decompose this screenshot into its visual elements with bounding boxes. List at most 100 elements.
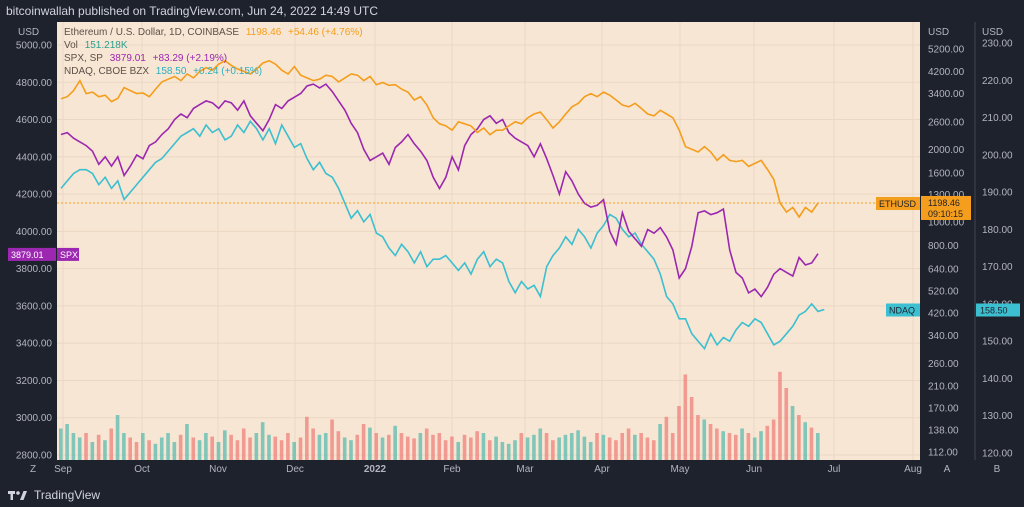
right-axis-1-tick: 340.00 [928, 331, 959, 342]
volume-bar [185, 424, 189, 460]
legend-spx[interactable]: SPX, SP 3879.01 +83.29 (+2.19%) [64, 53, 231, 64]
legend-eth[interactable]: Ethereum / U.S. Dollar, 1D, COINBASE 119… [64, 27, 367, 38]
volume-bar [645, 437, 650, 460]
volume-bar [670, 433, 675, 460]
legend-ndaq[interactable]: NDAQ, CBOE BZX 158.50 +0.24 (+0.15%) [64, 66, 266, 77]
spx-price-tag-bg [8, 247, 56, 261]
volume-bar [65, 424, 69, 460]
volume-bar [418, 433, 423, 460]
volume-bar [317, 434, 322, 460]
volume-bar [544, 433, 549, 460]
volume-bar [178, 434, 183, 460]
volume-bar [500, 442, 505, 460]
publish-header: bitcoinwallah published on TradingView.c… [6, 4, 379, 18]
right-axis-1-tick: 520.00 [928, 286, 959, 297]
right-axis-1-tick: 1300.00 [928, 190, 965, 201]
volume-bar [172, 442, 177, 460]
right-axis-2-tick: 190.00 [982, 188, 1013, 199]
volume-bar [790, 406, 795, 460]
volume-bar [191, 437, 196, 460]
volume-bar [664, 416, 669, 460]
volume-bar [746, 433, 751, 460]
left-axis-unit: USD [18, 27, 39, 38]
volume-bar [715, 428, 719, 460]
volume-bar [538, 428, 543, 460]
right-axis-2-tick: 230.00 [982, 39, 1013, 50]
right-axis-1-tick: 5200.00 [928, 45, 965, 56]
volume-bar [519, 433, 524, 460]
plot-area[interactable] [57, 22, 920, 460]
volume-bar [204, 433, 208, 460]
legend-eth-change: +54.46 (+4.76%) [288, 27, 363, 38]
volume-bar [481, 433, 486, 460]
volume-bar [683, 374, 688, 460]
volume-bar [626, 428, 631, 460]
footer[interactable]: TradingView [8, 488, 100, 502]
volume-bar [721, 431, 725, 460]
legend-spx-name: SPX, SP [64, 53, 103, 64]
spx-line[interactable] [60, 83, 819, 298]
x-axis-tick: May [671, 464, 690, 475]
volume-bar [330, 419, 334, 460]
right-axis-1-tick: 3400.00 [928, 89, 965, 100]
ndaq-line[interactable] [60, 119, 825, 351]
volume-bar [494, 436, 498, 460]
right-axis-2-panel[interactable] [975, 22, 1020, 460]
volume-bar [759, 431, 763, 460]
eth-price-tag-value: 1198.46 [928, 198, 960, 208]
legend-vol-value: 151.218K [84, 40, 128, 51]
legend-eth-name: Ethereum / U.S. Dollar, 1D, COINBASE [64, 27, 240, 38]
eth-line[interactable] [60, 59, 819, 219]
legend-vol[interactable]: Vol 151.218K [64, 40, 132, 51]
volume-bar [595, 433, 599, 460]
ndaq-name-tag: NDAQ [889, 306, 915, 316]
volume-bar [437, 433, 442, 460]
volume-bar [765, 425, 770, 460]
volume-bar [740, 428, 744, 460]
right-axis-1-panel[interactable] [921, 22, 975, 460]
volume-bar [349, 440, 353, 460]
volume-bar [412, 438, 416, 460]
left-axis-tick: 4800.00 [16, 78, 53, 89]
volume-bar [475, 431, 479, 460]
volume-bar [733, 434, 738, 460]
volume-bar [374, 433, 379, 460]
volume-bar [153, 443, 158, 460]
right-axis-2-tick: 130.00 [982, 411, 1013, 422]
auto-scale-button[interactable]: A [944, 464, 951, 475]
volume-bar [248, 437, 252, 460]
volume-bar [633, 434, 637, 460]
volume-bar [229, 434, 233, 460]
volume-bar [727, 433, 732, 460]
volume-bar [292, 442, 297, 460]
right-axis-2-tick: 150.00 [982, 337, 1013, 348]
legend-spx-change: +83.29 (+2.19%) [152, 53, 228, 64]
eth-countdown: 09:10:15 [928, 209, 963, 219]
tradingview-logo-icon [8, 491, 27, 500]
footer-brand: TradingView [34, 488, 101, 502]
log-scale-button[interactable]: B [994, 464, 1001, 475]
volume-bar [109, 428, 114, 460]
volume-bar [563, 434, 568, 460]
volume-bar [223, 430, 227, 460]
right-axis-1-tick: 2600.00 [928, 117, 965, 128]
volume-bar [450, 436, 454, 460]
x-axis-tick: Sep [54, 464, 72, 475]
volume-bar [71, 433, 76, 460]
volume-bar [361, 424, 366, 460]
volume-bar [59, 428, 63, 460]
volume-bar [336, 431, 341, 460]
volume-bar [147, 440, 151, 460]
zoom-button[interactable]: Z [30, 464, 36, 475]
right-axis-1-tick: 420.00 [928, 309, 959, 320]
volume-bar [771, 419, 776, 460]
volume-bar [342, 437, 347, 460]
right-axis-1-tick: 1600.00 [928, 168, 965, 179]
left-axis-tick: 5000.00 [16, 41, 53, 52]
volume-bar [677, 406, 681, 460]
legend-ndaq-value: 158.50 [155, 66, 187, 77]
volume-bar [778, 371, 782, 460]
ndaq-name-tag-bg [886, 303, 920, 317]
x-axis-tick: 2022 [364, 464, 387, 475]
